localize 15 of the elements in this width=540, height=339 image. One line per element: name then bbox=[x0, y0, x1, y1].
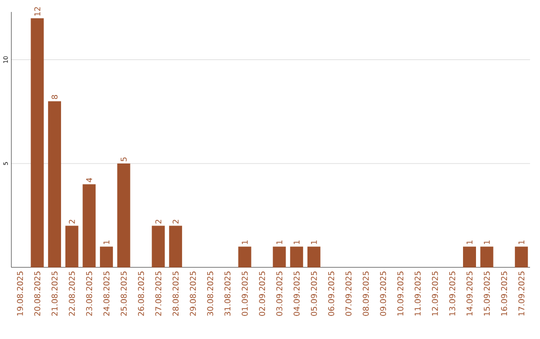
bar bbox=[169, 226, 182, 268]
bar bbox=[238, 246, 252, 268]
bar bbox=[272, 246, 286, 268]
bar bbox=[290, 246, 304, 268]
bar bbox=[48, 101, 62, 268]
bar bbox=[514, 246, 528, 268]
bar bbox=[117, 163, 130, 268]
bar bbox=[480, 246, 494, 268]
bar bbox=[65, 226, 78, 268]
bar bbox=[30, 18, 44, 268]
bar bbox=[307, 246, 320, 268]
bar bbox=[100, 246, 113, 268]
bar bbox=[82, 184, 96, 268]
bar bbox=[152, 226, 165, 268]
bar bbox=[463, 246, 476, 268]
